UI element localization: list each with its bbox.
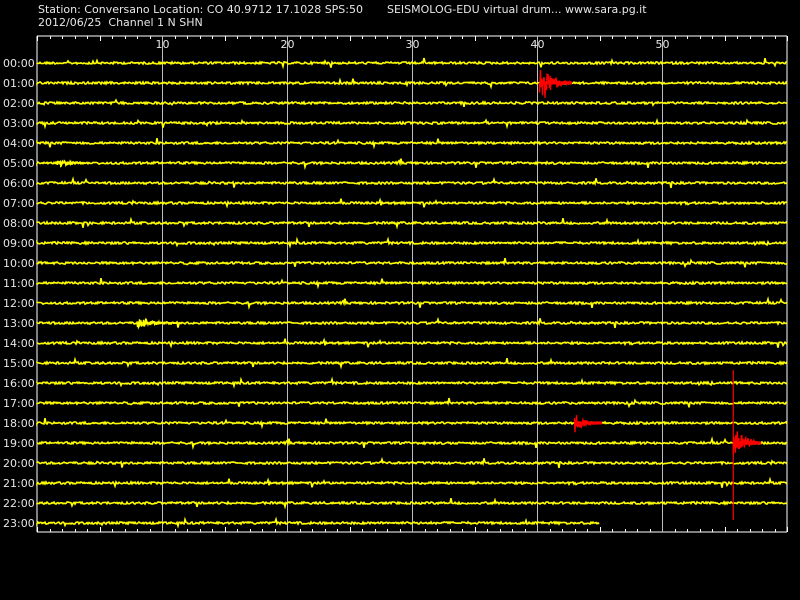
seismic-traces (36, 57, 788, 529)
trace-10:00 (36, 257, 788, 269)
trace-01:00 (36, 77, 788, 90)
hour-labels: 00:00 01:00 02:00 03:00 04:00 05:00 06:00 07:00… (3, 57, 35, 530)
trace-20:00 (36, 456, 788, 469)
hour-label: 12:00 (3, 297, 35, 310)
event-05:00 (55, 159, 88, 168)
trace-09:00 (36, 236, 788, 249)
hour-label: 14:00 (3, 337, 35, 350)
hour-label: 09:00 (3, 237, 35, 250)
trace-21:00 (36, 476, 788, 489)
date-channel-info: 2012/06/25 Channel 1 N SHN (38, 16, 203, 29)
hour-label: 22:00 (3, 497, 35, 510)
seismic-events (55, 69, 762, 520)
hour-label: 23:00 (3, 517, 35, 530)
trace-04:00 (36, 137, 787, 150)
hour-label: 10:00 (3, 257, 35, 270)
hour-label: 01:00 (3, 77, 35, 90)
hour-label: 05:00 (3, 157, 35, 170)
hour-label: 18:00 (3, 417, 35, 430)
hour-label: 04:00 (3, 137, 35, 150)
trace-05:00 (36, 158, 788, 171)
hour-label: 17:00 (3, 397, 35, 410)
event-13:00 (136, 317, 181, 330)
trace-07:00 (36, 197, 788, 209)
trace-03:00 (36, 117, 788, 130)
trace-02:00 (36, 98, 788, 107)
hour-label: 06:00 (3, 177, 35, 190)
trace-11:00 (36, 277, 788, 290)
trace-16:00 (36, 376, 788, 389)
trace-23:00 (36, 516, 600, 529)
hour-label: 00:00 (3, 57, 35, 70)
trace-14:00 (36, 337, 788, 349)
hour-label: 02:00 (3, 97, 35, 110)
hour-label: 19:00 (3, 437, 35, 450)
trace-18:00 (36, 417, 788, 430)
trace-12:00 (36, 296, 788, 311)
trace-22:00 (36, 497, 788, 510)
trace-00:00 (36, 57, 788, 70)
hour-label: 16:00 (3, 377, 35, 390)
hour-label: 13:00 (3, 317, 35, 330)
trace-08:00 (36, 216, 788, 230)
hour-label: 20:00 (3, 457, 35, 470)
hour-label: 07:00 (3, 197, 35, 210)
trace-06:00 (36, 176, 788, 189)
hour-label: 15:00 (3, 357, 35, 370)
hour-label: 21:00 (3, 477, 35, 490)
trace-19:00 (36, 436, 788, 451)
hour-label: 11:00 (3, 277, 35, 290)
hour-label: 08:00 (3, 217, 35, 230)
app-title: SEISMOLOG-EDU virtual drum... www.sara.p… (387, 3, 647, 16)
trace-17:00 (36, 397, 787, 409)
trace-15:00 (36, 356, 788, 370)
station-info: Station: Conversano Location: CO 40.9712… (38, 3, 363, 16)
hour-label: 03:00 (3, 117, 35, 130)
